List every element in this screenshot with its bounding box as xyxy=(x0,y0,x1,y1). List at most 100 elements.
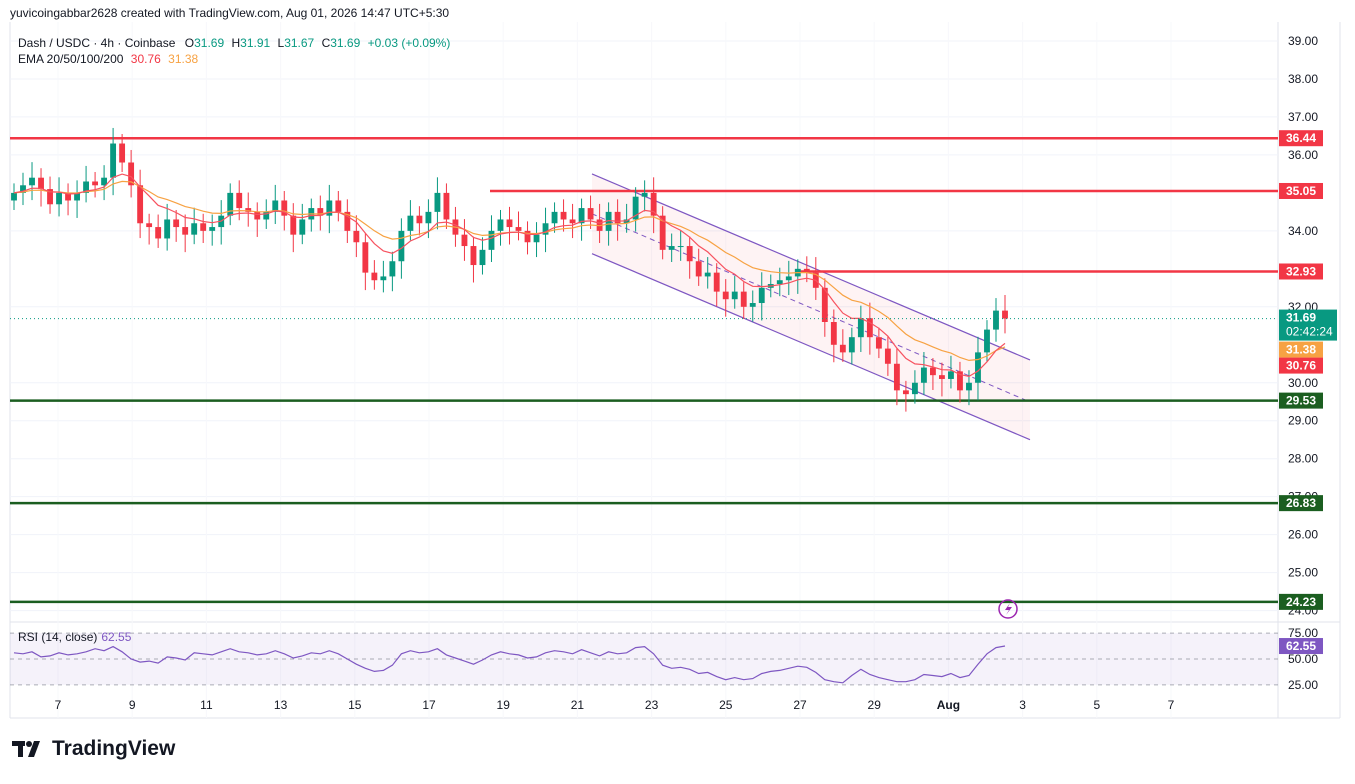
rsi-legend[interactable]: RSI (14, close) 62.55 xyxy=(18,630,131,644)
candle-body xyxy=(821,287,828,322)
candle-body xyxy=(380,276,387,281)
candle-body xyxy=(785,276,792,281)
level-price-tag xyxy=(1279,495,1323,512)
candle-body xyxy=(479,249,486,266)
x-tick-label: 13 xyxy=(274,698,288,712)
candle-body xyxy=(533,234,540,243)
candle-body xyxy=(722,291,729,300)
candle-body xyxy=(236,192,243,209)
candle-body xyxy=(281,200,288,216)
candle-body xyxy=(182,227,189,235)
ema-row[interactable]: EMA 20/50/100/200 30.76 31.38 xyxy=(18,51,450,67)
symbol-row[interactable]: Dash / USDC · 4h · Coinbase O31.69 H31.9… xyxy=(18,35,450,51)
candle-body xyxy=(713,272,720,292)
candle-body xyxy=(398,230,405,262)
candle-body xyxy=(984,329,990,353)
tradingview-brand[interactable]: TradingView xyxy=(12,737,175,761)
rsi-tick-label: 50.00 xyxy=(1288,652,1318,666)
candle-body xyxy=(975,352,981,383)
ema-price-label: 31.38 xyxy=(1286,343,1316,357)
rsi-tick-label: 25.00 xyxy=(1288,678,1318,692)
candle-body xyxy=(443,192,450,220)
lightning-alert-icon xyxy=(998,599,1018,619)
candle-body xyxy=(20,185,26,193)
candle-body xyxy=(407,215,414,231)
low-value: 31.67 xyxy=(284,36,315,50)
x-tick-label: 7 xyxy=(55,698,62,712)
level-price-tag xyxy=(1279,130,1323,147)
price-pane xyxy=(10,22,1278,622)
last-price-tag xyxy=(1279,309,1337,341)
candle-body xyxy=(650,192,657,216)
high-value: 31.91 xyxy=(240,36,271,50)
candle-body xyxy=(299,219,306,235)
rsi-tick-label: 75.00 xyxy=(1288,626,1318,640)
ema-label[interactable]: EMA 20/50/100/200 xyxy=(18,52,124,66)
open-label: O xyxy=(184,36,195,50)
x-tick-label: 21 xyxy=(571,698,585,712)
candle-body xyxy=(146,223,153,228)
candle-body xyxy=(110,143,117,178)
candle-body xyxy=(551,211,558,224)
last-price-label: 31.69 xyxy=(1286,311,1316,325)
candle-body xyxy=(560,211,567,220)
candle-body xyxy=(416,215,423,224)
candle-body xyxy=(425,211,432,224)
candle-body xyxy=(371,272,378,281)
candle-body xyxy=(317,208,324,216)
level-price-tag xyxy=(1279,593,1323,610)
y-tick-label: 25.00 xyxy=(1288,566,1318,580)
change-value: +0.03 (+0.09%) xyxy=(367,36,451,50)
candle-body xyxy=(38,177,44,190)
candle-body xyxy=(740,291,747,307)
y-tick-label: 29.00 xyxy=(1288,414,1318,428)
rsi-value: 62.55 xyxy=(101,630,132,644)
x-tick-label: Aug xyxy=(937,698,960,712)
close-label: C xyxy=(321,36,331,50)
candle-body xyxy=(857,318,864,338)
x-tick-label: 25 xyxy=(719,698,733,712)
candle-body xyxy=(353,230,360,243)
ema-fast-line xyxy=(13,173,1006,378)
candle-body xyxy=(56,192,62,205)
low-label: L xyxy=(277,36,285,50)
brand-name: TradingView xyxy=(52,737,176,760)
candle-body xyxy=(893,363,900,391)
candle-body xyxy=(875,337,882,349)
rsi-value-tag xyxy=(1279,638,1323,655)
candle-body xyxy=(731,291,738,300)
candle-body xyxy=(326,200,333,216)
chart-legend: Dash / USDC · 4h · Coinbase O31.69 H31.9… xyxy=(18,35,450,67)
candle-body xyxy=(263,211,270,220)
candle-body xyxy=(227,192,234,216)
candle-body xyxy=(173,219,180,228)
candle-body xyxy=(506,219,513,228)
candle-body xyxy=(434,192,441,212)
candle-body xyxy=(911,382,918,395)
candle-body xyxy=(128,162,135,186)
candle-body xyxy=(758,287,765,304)
candle-body xyxy=(776,280,783,285)
candle-body xyxy=(497,219,504,231)
candle-body xyxy=(632,196,639,220)
level-price-label: 32.93 xyxy=(1286,264,1316,278)
candle-body xyxy=(677,246,684,248)
candle-body xyxy=(119,143,126,163)
candle-body xyxy=(164,219,171,239)
x-tick-label: 7 xyxy=(1168,698,1175,712)
candle-body xyxy=(848,337,855,353)
candle-body xyxy=(515,227,522,231)
candle-body xyxy=(254,211,261,220)
rsi-label[interactable]: RSI (14, close) xyxy=(18,630,98,644)
candle-body xyxy=(686,246,693,262)
candle-body xyxy=(362,242,369,273)
symbol-title[interactable]: Dash / USDC · 4h · Coinbase xyxy=(18,36,176,50)
level-price-tag xyxy=(1279,182,1323,199)
x-tick-label: 23 xyxy=(645,698,659,712)
candle-body xyxy=(542,223,549,235)
candle-body xyxy=(993,310,999,330)
candle-body xyxy=(641,192,648,197)
candle-body xyxy=(704,272,711,277)
